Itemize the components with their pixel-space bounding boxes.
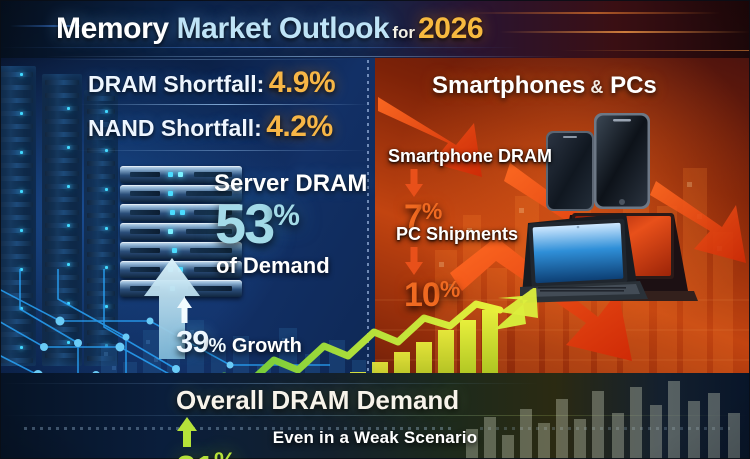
rack-led (20, 112, 24, 115)
rack-led (66, 263, 70, 266)
title-market-outlook-text: Market Outlook (176, 12, 390, 45)
rack-unit (45, 158, 79, 163)
rack-unit (0, 72, 33, 77)
rack-unit (86, 213, 116, 218)
rack-led (20, 190, 24, 193)
device-group (520, 113, 698, 303)
rack-unit (0, 163, 33, 168)
rack-unit (0, 124, 33, 129)
rack-unit (86, 226, 116, 231)
server-dram-caption: of Demand (216, 253, 330, 278)
title-word-memory: Memory (56, 12, 169, 45)
rack-unit (45, 145, 79, 150)
overall-demand-subtitle: Even in a Weak Scenario (272, 428, 478, 447)
rack-unit (86, 174, 116, 179)
stat-dram-shortfall-value: 4.9% (268, 66, 336, 99)
right-title-amp: & (590, 77, 604, 97)
small-up-arrow-icon (177, 297, 192, 323)
rack-unit (45, 249, 79, 254)
rack-unit (0, 228, 33, 233)
rack-unit (45, 80, 79, 85)
rack-unit (45, 171, 79, 176)
title-connector: for (392, 23, 416, 42)
server-dram-share: 53% (215, 196, 300, 252)
down-arrow-icon-2 (405, 247, 423, 275)
title-year: 2026 (418, 12, 484, 45)
rack-led (66, 224, 70, 227)
rack-unit (0, 137, 33, 142)
metric-pc-shipments-label: PC Shipments (396, 224, 519, 244)
stat-dram-shortfall: DRAM Shortfall: 4.9% (88, 66, 336, 100)
stat-nand-shortfall-value: 4.2% (266, 110, 333, 143)
overall-demand-value: 21 (176, 448, 215, 459)
right-title-pcs: PCs (610, 72, 657, 99)
rack-led (20, 229, 24, 232)
rack-unit (86, 252, 116, 257)
overall-demand-unit: % (214, 448, 236, 459)
header-underline (46, 56, 566, 57)
rack-unit (86, 187, 116, 192)
rack-unit (45, 236, 79, 241)
stat-nand-shortfall: NAND Shortfall: 4.2% (88, 110, 333, 144)
rack-unit (0, 241, 33, 246)
metric-pc-shipments-unit: % (439, 276, 460, 302)
rack-unit (0, 85, 33, 90)
title-word-market-outlook (169, 12, 177, 45)
rack-led (66, 107, 70, 110)
rack-led (105, 188, 109, 191)
rack-led (66, 146, 70, 149)
stat-divider-2 (76, 150, 372, 151)
rack-unit (45, 132, 79, 137)
rack-unit (45, 197, 79, 202)
rack-unit (45, 106, 79, 111)
rack-unit (0, 254, 33, 259)
down-arrow-icon-1 (405, 169, 423, 197)
metric-smartphone-dram-unit: % (421, 198, 442, 224)
right-title-smartphones: Smartphones (432, 72, 586, 99)
smartphone-front (594, 113, 650, 209)
rack-unit (0, 98, 33, 103)
right-panel-title: Smartphones & PCs (432, 72, 657, 100)
overall-demand-space (459, 385, 466, 415)
page-title: Memory Market Outlook for 2026 (56, 12, 484, 46)
rack-led (20, 151, 24, 154)
rack-unit (45, 93, 79, 98)
rack-led (105, 227, 109, 230)
header-underline-2 (50, 59, 350, 60)
rack-unit (0, 215, 33, 220)
smartphone-back (546, 131, 594, 211)
rack-led (20, 73, 24, 76)
stat-nand-shortfall-label: NAND Shortfall: (88, 115, 262, 141)
growth-chart-arrow-tip (500, 288, 538, 318)
rack-unit (86, 200, 116, 205)
rack-unit (0, 202, 33, 207)
stat-dram-shortfall-label: DRAM Shortfall: (88, 71, 265, 97)
rack-unit (0, 111, 33, 116)
metric-pc-shipments-value: 10% (404, 246, 460, 315)
rack-unit (45, 223, 79, 228)
rack-unit (0, 176, 33, 181)
rack-unit (0, 150, 33, 155)
server-dram-share-unit: % (273, 199, 300, 232)
rack-unit (86, 239, 116, 244)
rack-unit (45, 210, 79, 215)
rack-unit (86, 161, 116, 166)
rack-led (66, 185, 70, 188)
rack-unit (45, 184, 79, 189)
metric-smartphone-dram-label: Smartphone DRAM (388, 146, 553, 166)
overall-demand-label: Overall DRAM Demand (176, 385, 460, 415)
metric-pc-shipments-number: 10 (404, 276, 441, 314)
server-dram-share-number: 53 (215, 192, 275, 255)
stat-divider-1 (80, 104, 370, 105)
rack-unit (45, 119, 79, 124)
rack-unit (45, 262, 79, 267)
rack-unit (0, 189, 33, 194)
